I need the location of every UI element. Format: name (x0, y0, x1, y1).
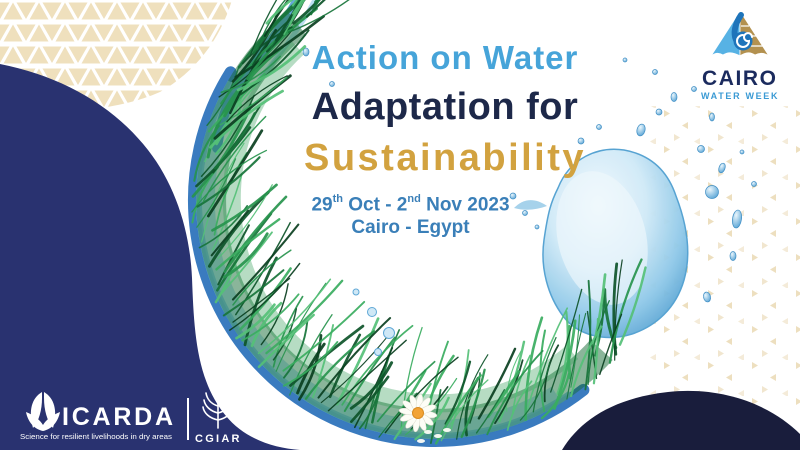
navy-curve-left (0, 64, 300, 450)
grass-blades (191, 0, 647, 445)
grass-water-ring-illustration (188, 0, 757, 447)
cairo-logo-subtitle: WATER WEEK (701, 91, 779, 101)
navy-wave-bottom-right (562, 390, 800, 450)
cairo-water-week-logo: CAIRO WATER WEEK (701, 9, 779, 101)
daisy-flower (398, 393, 451, 443)
cairo-logo-title: CAIRO (702, 67, 778, 90)
water-splash (302, 47, 757, 339)
icarda-tagline: Science for resilient livelihoods in dry… (20, 432, 172, 441)
water-bubbles (352, 288, 395, 356)
plant-leaf-icon (26, 392, 60, 431)
wheat-stalk-icon (202, 388, 234, 429)
icarda-logo-text: ICARDA (62, 403, 174, 431)
icarda-cgiar-logo-bar: ICARDA Science for resilient livelihoods… (20, 388, 241, 445)
water-droplets (302, 47, 757, 303)
pyramid-water-wave-icon (710, 9, 770, 57)
cgiar-logo-text: CGIAR (195, 433, 241, 445)
